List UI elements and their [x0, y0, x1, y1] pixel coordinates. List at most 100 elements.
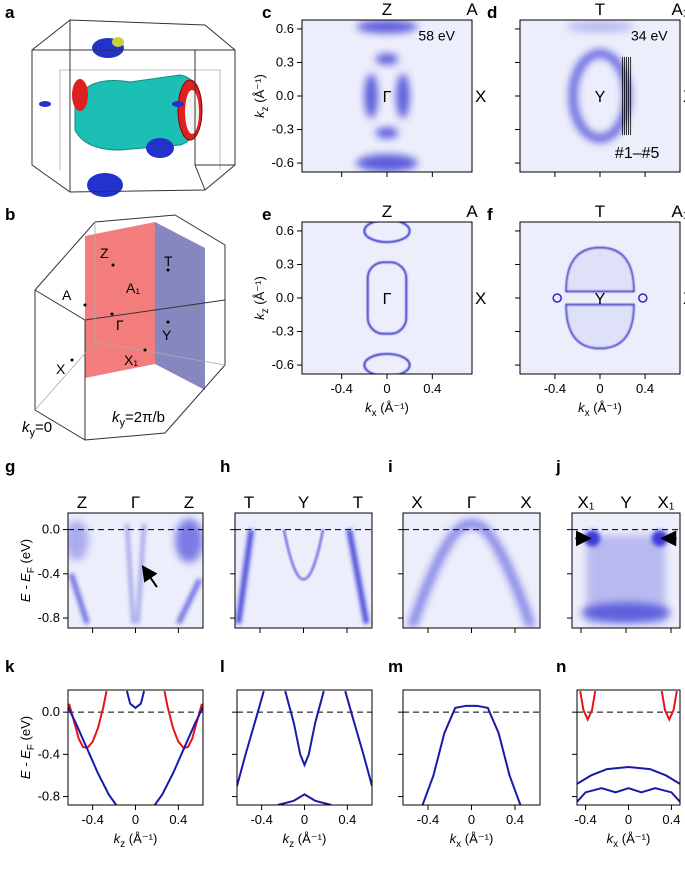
top-label: Z	[184, 493, 194, 512]
axis-label-part: (Å⁻¹)	[618, 831, 650, 846]
plot-area	[237, 690, 372, 805]
top-label: A₁	[671, 0, 685, 19]
y-tick-label: 0.0	[276, 290, 294, 305]
x-tick-label: 0	[468, 812, 475, 827]
top-label: A	[466, 202, 478, 221]
frame	[402, 689, 541, 806]
axis-label-part: (Å⁻¹)	[252, 74, 267, 106]
band-line	[68, 706, 118, 805]
intensity	[568, 49, 632, 143]
axis-label: E - EF (eV)	[18, 716, 37, 779]
caption-part: k	[22, 419, 31, 436]
top-label: Z	[77, 493, 87, 512]
right-label: X	[475, 289, 486, 308]
top-label: A	[466, 0, 478, 19]
axis-label-part: (eV)	[18, 716, 33, 744]
axis-label-part: x	[585, 408, 590, 419]
panel-label: c	[262, 3, 271, 22]
axis-label-part: k	[283, 831, 291, 846]
frame	[519, 221, 681, 375]
plot-area	[520, 20, 680, 172]
axis-label: kz (Å⁻¹)	[114, 831, 158, 850]
annotation: Γ	[383, 291, 392, 308]
panel-label: n	[556, 657, 566, 676]
top-label: Y	[620, 493, 631, 512]
x-tick-label: 0	[596, 381, 603, 396]
intensity	[282, 529, 325, 581]
band-line	[577, 766, 680, 785]
caption-part: y	[30, 427, 36, 439]
panel-label: k	[5, 657, 15, 676]
point-label: X	[56, 361, 66, 377]
axis-label: kx (Å⁻¹)	[607, 831, 651, 850]
image-background	[403, 513, 540, 628]
x-tick-label: -0.4	[544, 381, 566, 396]
axis-label-part: k	[578, 400, 586, 415]
intensity	[366, 261, 408, 335]
intensity	[356, 154, 418, 172]
axis-label-part: (Å⁻¹)	[252, 276, 267, 308]
frame	[236, 689, 373, 806]
frame	[402, 512, 541, 629]
band-line	[125, 690, 146, 710]
annotation: Y	[595, 291, 606, 308]
axis-label-part: k	[450, 831, 458, 846]
right-label: X₁	[683, 289, 685, 308]
axis-label-part: z	[120, 839, 125, 850]
x-tick-label: -0.4	[330, 381, 352, 396]
band-line	[344, 690, 372, 787]
y-tick-label: 0.6	[276, 223, 294, 238]
panel-label: m	[388, 657, 403, 676]
panel: f -0.4 0 0.4 T A₁ X₁ Ykx (Å⁻¹)	[487, 202, 685, 419]
band-line	[421, 704, 522, 805]
annotation: Y	[595, 89, 606, 106]
intensity	[125, 523, 146, 624]
y-tick-label: -0.8	[38, 789, 60, 804]
panel: l -0.4 0 0.4 kz (Å⁻¹)	[220, 657, 373, 850]
intensity	[375, 53, 399, 65]
panel: j X₁ Y X₁	[555, 457, 681, 633]
annotation: Γ	[383, 89, 392, 106]
y-tick-label: -0.6	[272, 155, 294, 170]
intensity	[364, 73, 378, 119]
axis-label: E - EF (eV)	[18, 539, 37, 602]
x-tick-label: 0.4	[423, 381, 441, 396]
plane-caption: ky=2π/b	[112, 409, 165, 429]
point-label: A₁	[126, 280, 140, 296]
axis-label-part: F	[26, 567, 37, 573]
plot-area	[68, 690, 203, 805]
y-tick-label: 0.6	[276, 21, 294, 36]
point-label: X₁	[124, 352, 138, 368]
panel: n -0.4 0 0.4 kx (Å⁻¹)	[556, 657, 681, 850]
axis-label-part: x	[613, 839, 618, 850]
frame	[301, 19, 473, 173]
axis-label-part: z	[260, 308, 271, 313]
frame	[234, 512, 373, 629]
caption-part: =2π/b	[125, 409, 165, 426]
x-tick-label: 0.4	[636, 381, 654, 396]
intensity	[581, 602, 671, 623]
panel-label: i	[388, 457, 393, 476]
annotation: 58 eV	[418, 28, 455, 44]
image-background	[520, 20, 680, 172]
fermi-surface-diagram: a	[5, 3, 236, 197]
intensity	[396, 73, 410, 119]
y-tick-label: -0.3	[272, 324, 294, 339]
caption-part: =0	[35, 419, 52, 436]
y-tick-label: -0.8	[38, 610, 60, 625]
annotation: #1–#5	[615, 145, 660, 162]
axis-label-part: E - E	[18, 750, 33, 779]
intensity	[566, 21, 634, 33]
top-label: X₁	[657, 493, 674, 512]
point-label: Y	[162, 327, 172, 343]
top-label: X₁	[577, 493, 594, 512]
axis-label-part: E - E	[18, 573, 33, 602]
image-background	[302, 222, 472, 374]
panel-label: h	[220, 457, 230, 476]
top-label: Z	[382, 202, 392, 221]
x-tick-label: 0.4	[506, 812, 524, 827]
caption-part: y	[120, 417, 126, 429]
panel-label: e	[262, 205, 271, 224]
